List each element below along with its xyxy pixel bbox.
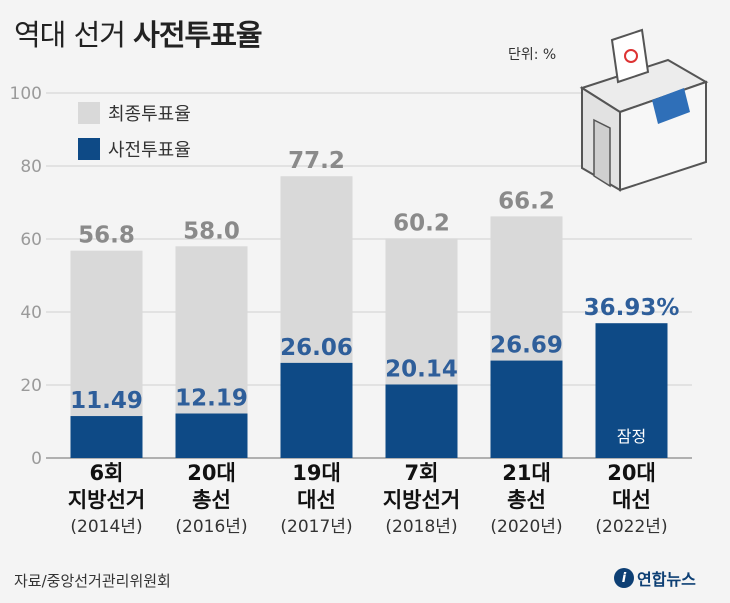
x-category-line1: 21대 [502, 461, 551, 485]
data-label-early: 12.19 [175, 386, 248, 412]
data-label-early: 26.69 [490, 333, 563, 359]
x-category-line2: 대선 [297, 488, 336, 512]
bar-early [490, 360, 563, 458]
y-tick-label: 80 [20, 157, 42, 177]
x-category-line2: 대선 [612, 488, 651, 512]
x-category-line3: (2016년) [175, 517, 248, 537]
x-category-line3: (2018년) [385, 517, 458, 537]
data-label-early: 36.93% [584, 295, 680, 321]
legend-swatch-total [78, 102, 100, 124]
x-category-line1: 20대 [607, 461, 656, 485]
brand-logo: i 연합뉴스 [614, 566, 696, 590]
title-bold: 사전투표율 [133, 18, 262, 52]
x-category-line1: 6회 [89, 461, 124, 485]
data-label-total: 60.2 [393, 210, 450, 236]
provisional-annotation: 잠정 [617, 427, 646, 446]
page-title: 역대 선거 사전투표율 [14, 12, 263, 54]
bar-early [385, 384, 458, 458]
legend-item-early: 사전투표율 [78, 136, 191, 162]
x-category-line2: 지방선거 [67, 488, 146, 512]
legend-label-total: 최종투표율 [108, 104, 191, 125]
data-label-total: 77.2 [288, 148, 345, 174]
data-label-total: 66.2 [498, 188, 555, 214]
x-category-line2: 총선 [507, 488, 546, 512]
brand-mark-icon: i [614, 568, 634, 588]
bar-early [280, 362, 353, 458]
y-tick-label: 100 [10, 84, 42, 104]
x-category-line3: (2022년) [595, 517, 668, 537]
x-category-line3: (2014년) [70, 517, 143, 537]
source-note: 자료/중앙선거관리위원회 [14, 572, 171, 590]
x-category-line1: 7회 [404, 461, 439, 485]
x-category-line1: 20대 [187, 461, 236, 485]
legend-swatch-early [78, 138, 100, 160]
data-label-total: 56.8 [78, 223, 135, 249]
brand-name: 연합뉴스 [637, 570, 696, 589]
legend-item-total: 최종투표율 [78, 100, 191, 126]
bar-early [70, 416, 143, 458]
legend-label-early: 사전투표율 [108, 140, 191, 161]
data-label-total: 58.0 [183, 218, 240, 244]
y-tick-label: 40 [20, 303, 42, 323]
y-tick-label: 0 [31, 449, 42, 469]
data-label-early: 11.49 [70, 388, 143, 414]
unit-label: 단위: % [508, 47, 557, 63]
ballot-box-illustration [579, 28, 709, 192]
x-category-line2: 지방선거 [382, 488, 461, 512]
title-prefix: 역대 선거 [14, 18, 126, 52]
y-tick-label: 60 [20, 230, 42, 250]
x-category-line3: (2017년) [280, 517, 353, 537]
y-tick-label: 20 [20, 376, 42, 396]
bar-early [595, 323, 668, 458]
x-category-line1: 19대 [292, 461, 341, 485]
data-label-early: 26.06 [280, 335, 353, 361]
bar-early [175, 413, 248, 458]
x-category-line3: (2020년) [490, 517, 563, 537]
x-category-line2: 총선 [192, 488, 231, 512]
data-label-early: 20.14 [385, 356, 458, 382]
